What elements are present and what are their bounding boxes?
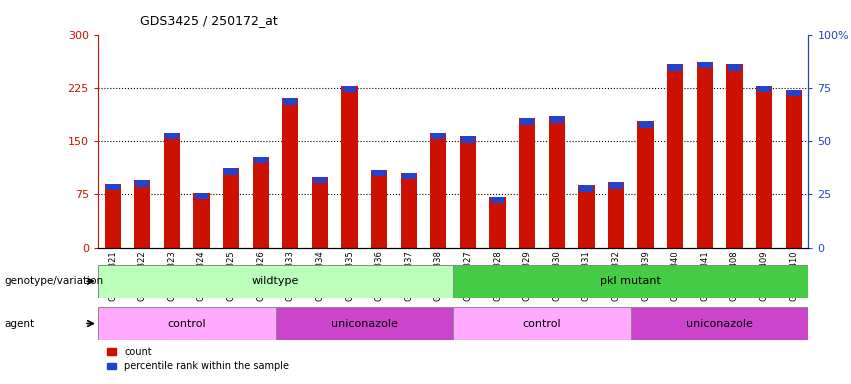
Bar — [580, 185, 593, 192]
Bar — [105, 184, 121, 248]
Bar — [401, 173, 417, 248]
Text: genotype/variation: genotype/variation — [4, 276, 103, 286]
Bar — [698, 61, 711, 68]
Bar — [726, 65, 743, 248]
Bar — [311, 177, 328, 248]
Bar — [402, 173, 415, 179]
Bar — [163, 132, 180, 248]
Bar — [786, 90, 801, 96]
Bar — [135, 180, 149, 187]
Bar — [431, 132, 445, 139]
Bar — [489, 197, 505, 248]
Text: uniconazole: uniconazole — [331, 318, 397, 329]
Bar — [254, 157, 267, 163]
Bar — [667, 65, 683, 248]
Text: control: control — [168, 318, 206, 329]
Bar — [453, 307, 631, 340]
Text: uniconazole: uniconazole — [686, 318, 753, 329]
Bar — [461, 136, 475, 142]
Bar — [371, 170, 387, 248]
Bar — [276, 307, 453, 340]
Bar — [631, 307, 808, 340]
Bar — [224, 168, 238, 174]
Bar — [756, 86, 772, 248]
Bar — [668, 65, 683, 71]
Bar — [223, 168, 239, 248]
Text: agent: agent — [4, 318, 34, 329]
Bar — [106, 184, 120, 190]
Bar — [343, 86, 357, 92]
Text: pkl mutant: pkl mutant — [600, 276, 661, 286]
Bar — [609, 182, 623, 189]
Text: wildtype: wildtype — [252, 276, 300, 286]
Bar — [608, 182, 624, 248]
Bar — [134, 180, 151, 248]
Bar — [453, 265, 808, 298]
Bar — [519, 118, 535, 248]
Legend: count, percentile rank within the sample: count, percentile rank within the sample — [103, 343, 293, 375]
Bar — [372, 170, 386, 176]
Bar — [578, 185, 595, 248]
Bar — [283, 99, 299, 248]
Bar — [431, 132, 447, 248]
Bar — [491, 197, 505, 203]
Bar — [460, 136, 476, 248]
Bar — [757, 86, 771, 92]
Bar — [550, 116, 563, 122]
Bar — [639, 121, 653, 127]
Bar — [728, 65, 741, 71]
Bar — [165, 132, 179, 139]
Text: control: control — [523, 318, 562, 329]
Bar — [253, 157, 269, 248]
Bar — [193, 193, 209, 248]
Bar — [549, 116, 565, 248]
Bar — [520, 118, 534, 125]
Bar — [98, 265, 453, 298]
Text: GDS3425 / 250172_at: GDS3425 / 250172_at — [140, 14, 278, 27]
Bar — [785, 90, 802, 248]
Bar — [283, 99, 297, 105]
Bar — [697, 61, 713, 248]
Bar — [195, 193, 208, 199]
Bar — [341, 86, 357, 248]
Bar — [313, 177, 327, 183]
Bar — [98, 307, 276, 340]
Bar — [637, 121, 654, 248]
